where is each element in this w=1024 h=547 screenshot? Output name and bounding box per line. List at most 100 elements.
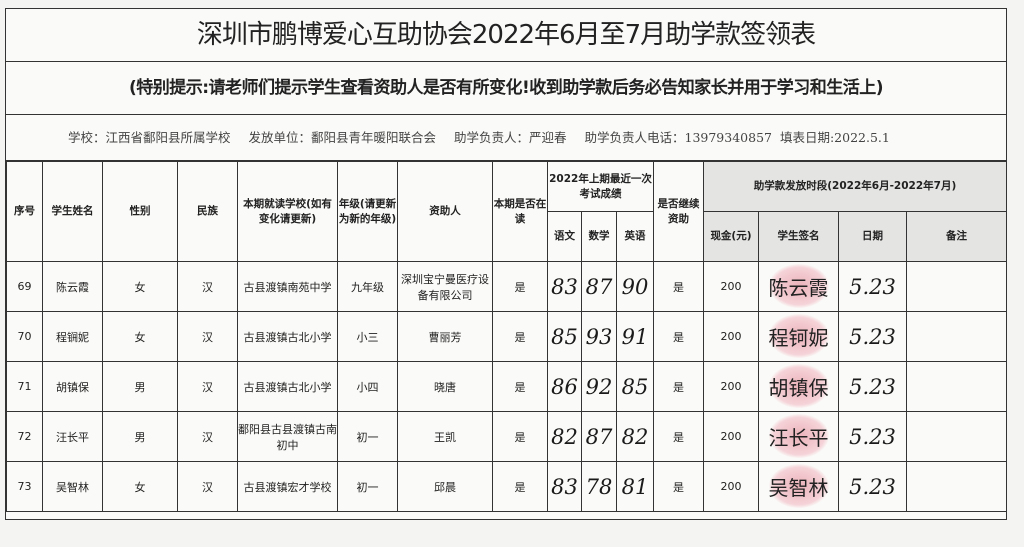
- cell-no: 71: [6, 361, 43, 412]
- header-enrolled: 本期是否在读: [492, 161, 548, 262]
- signature-text: 胡镇保: [768, 376, 829, 400]
- cell-school: 古县渡镇古北小学: [237, 361, 338, 412]
- sign-date: 5.23: [838, 261, 907, 312]
- header-no: 序号: [6, 161, 43, 262]
- header-gender: 性别: [102, 161, 178, 262]
- score-math: 78: [581, 461, 617, 512]
- signature-text: 吴智林: [768, 476, 829, 500]
- cell-school: 鄱阳县古县渡镇古南初中: [237, 411, 338, 462]
- cell-ethnicity: 汉: [177, 311, 238, 362]
- table-row: 70 程锎妮女汉古县渡镇古北小学 小三 曹丽芳是 85 93 91 是 200 程钶妮 5.23: [6, 311, 1008, 362]
- score-english: 85: [616, 361, 654, 412]
- cell-sponsor: 晓唐: [397, 361, 493, 412]
- header-sponsor: 资助人: [397, 161, 493, 262]
- sign-date: 5.23: [838, 361, 907, 412]
- info-manager: 助学负责人：严迎春: [454, 130, 567, 145]
- score-chinese: 85: [547, 311, 582, 362]
- sign-date: 5.23: [838, 311, 907, 362]
- info-line: 学校：江西省鄱阳县所属学校 发放单位：鄱阳县青年暖阳联合会 助学负责人：严迎春 …: [6, 115, 1006, 161]
- cell-gender: 女: [102, 461, 178, 512]
- cell-school: 古县渡镇南苑中学: [237, 261, 338, 312]
- header-ethnicity: 民族: [177, 161, 238, 262]
- score-english: 91: [616, 311, 654, 362]
- cell-grade: 小三: [337, 311, 398, 362]
- header-english: 英语: [616, 211, 654, 262]
- cell-school: 古县渡镇古北小学: [237, 311, 338, 362]
- header-signature: 学生签名: [758, 211, 839, 262]
- score-math: 93: [581, 311, 617, 362]
- signature-text: 陈云霞: [768, 276, 829, 300]
- header-math: 数学: [581, 211, 617, 262]
- cell-ethnicity: 汉: [177, 461, 238, 512]
- cell-cash: 200: [703, 411, 759, 462]
- score-chinese: 86: [547, 361, 582, 412]
- student-signature: 汪长平: [758, 411, 839, 462]
- cell-ethnicity: 汉: [177, 361, 238, 412]
- info-phone: 助学负责人电话：13979340857: [584, 130, 772, 145]
- cell-name: 陈云霞: [42, 261, 103, 312]
- score-math: 87: [581, 261, 617, 312]
- fingerprint-stain: [769, 364, 829, 408]
- cell-cash: 200: [703, 311, 759, 362]
- cell-gender: 女: [102, 261, 178, 312]
- score-chinese: 83: [547, 461, 582, 512]
- cell-remark: [905, 311, 1008, 362]
- info-date: 填表日期:2022.5.1: [779, 130, 890, 145]
- student-signature: 吴智林: [758, 461, 839, 512]
- special-notice: (特别提示:请老师们提示学生查看资助人是否有所变化!收到助学款后务必告知家长并用…: [6, 62, 1006, 115]
- cell-name: 程锎妮: [42, 311, 103, 362]
- cell-gender: 女: [102, 311, 178, 362]
- info-issuer: 发放单位：鄱阳县青年暖阳联合会: [248, 130, 437, 145]
- fingerprint-stain: [769, 414, 829, 458]
- cell-enrolled: 是: [492, 411, 548, 462]
- cell-no: 70: [6, 311, 43, 362]
- table-row: 69 陈云霞女汉古县渡镇南苑中学 九年级 深圳宝宁曼医疗设备有限公司是 83 87 90 是 2…: [6, 261, 1008, 312]
- cell-sponsor: 曹丽芳: [397, 311, 493, 362]
- cell-continue: 是: [653, 411, 704, 462]
- fingerprint-stain: [769, 264, 829, 308]
- student-signature: 程钶妮: [758, 311, 839, 362]
- score-english: 81: [616, 461, 654, 512]
- cell-enrolled: 是: [492, 461, 548, 512]
- table-row: 72 汪长平男汉鄱阳县古县渡镇古南初中 初一 王凯是 82 87 82 是 200 汪长平 5.23: [6, 411, 1008, 462]
- header-cash: 现金(元): [703, 211, 759, 262]
- cell-no: 69: [6, 261, 43, 312]
- cell-grade: 小四: [337, 361, 398, 412]
- score-english: 90: [616, 261, 654, 312]
- page-title: 深圳市鹏博爱心互助协会2022年6月至7月助学款签领表: [6, 9, 1006, 62]
- cell-name: 汪长平: [42, 411, 103, 462]
- stipend-table: 序号 学生姓名 性别 民族 本期就读学校(如有变化请更新) 年级(请更新为新的年…: [6, 161, 1008, 512]
- cell-school: 古县渡镇宏才学校: [237, 461, 338, 512]
- cell-remark: [905, 261, 1008, 312]
- header-school: 本期就读学校(如有变化请更新): [237, 161, 338, 262]
- cell-continue: 是: [653, 361, 704, 412]
- cell-remark: [905, 361, 1008, 412]
- cell-cash: 200: [703, 461, 759, 512]
- cell-no: 72: [6, 411, 43, 462]
- info-school: 学校：江西省鄱阳县所属学校: [68, 130, 231, 145]
- cell-remark: [905, 411, 1008, 462]
- sign-date: 5.23: [838, 461, 907, 512]
- cell-continue: 是: [653, 261, 704, 312]
- score-math: 87: [581, 411, 617, 462]
- sign-date: 5.23: [838, 411, 907, 462]
- header-grade: 年级(请更新为新的年级): [337, 161, 398, 262]
- score-math: 92: [581, 361, 617, 412]
- header-name: 学生姓名: [42, 161, 103, 262]
- header-chinese: 语文: [547, 211, 582, 262]
- signature-text: 程钶妮: [768, 326, 829, 350]
- cell-grade: 九年级: [337, 261, 398, 312]
- cell-gender: 男: [102, 411, 178, 462]
- cell-grade: 初一: [337, 461, 398, 512]
- score-chinese: 82: [547, 411, 582, 462]
- fingerprint-stain: [769, 314, 829, 358]
- cell-no: 73: [6, 461, 43, 512]
- cell-ethnicity: 汉: [177, 411, 238, 462]
- signature-text: 汪长平: [768, 426, 829, 450]
- header-remark: 备注: [905, 211, 1008, 262]
- cell-name: 胡镇保: [42, 361, 103, 412]
- cell-enrolled: 是: [492, 261, 548, 312]
- score-english: 82: [616, 411, 654, 462]
- header-scores: 2022年上期最近一次考试成绩: [547, 161, 654, 212]
- table-row: 71 胡镇保男汉古县渡镇古北小学 小四 晓唐是 86 92 85 是 200 胡镇保 5.23: [6, 361, 1008, 412]
